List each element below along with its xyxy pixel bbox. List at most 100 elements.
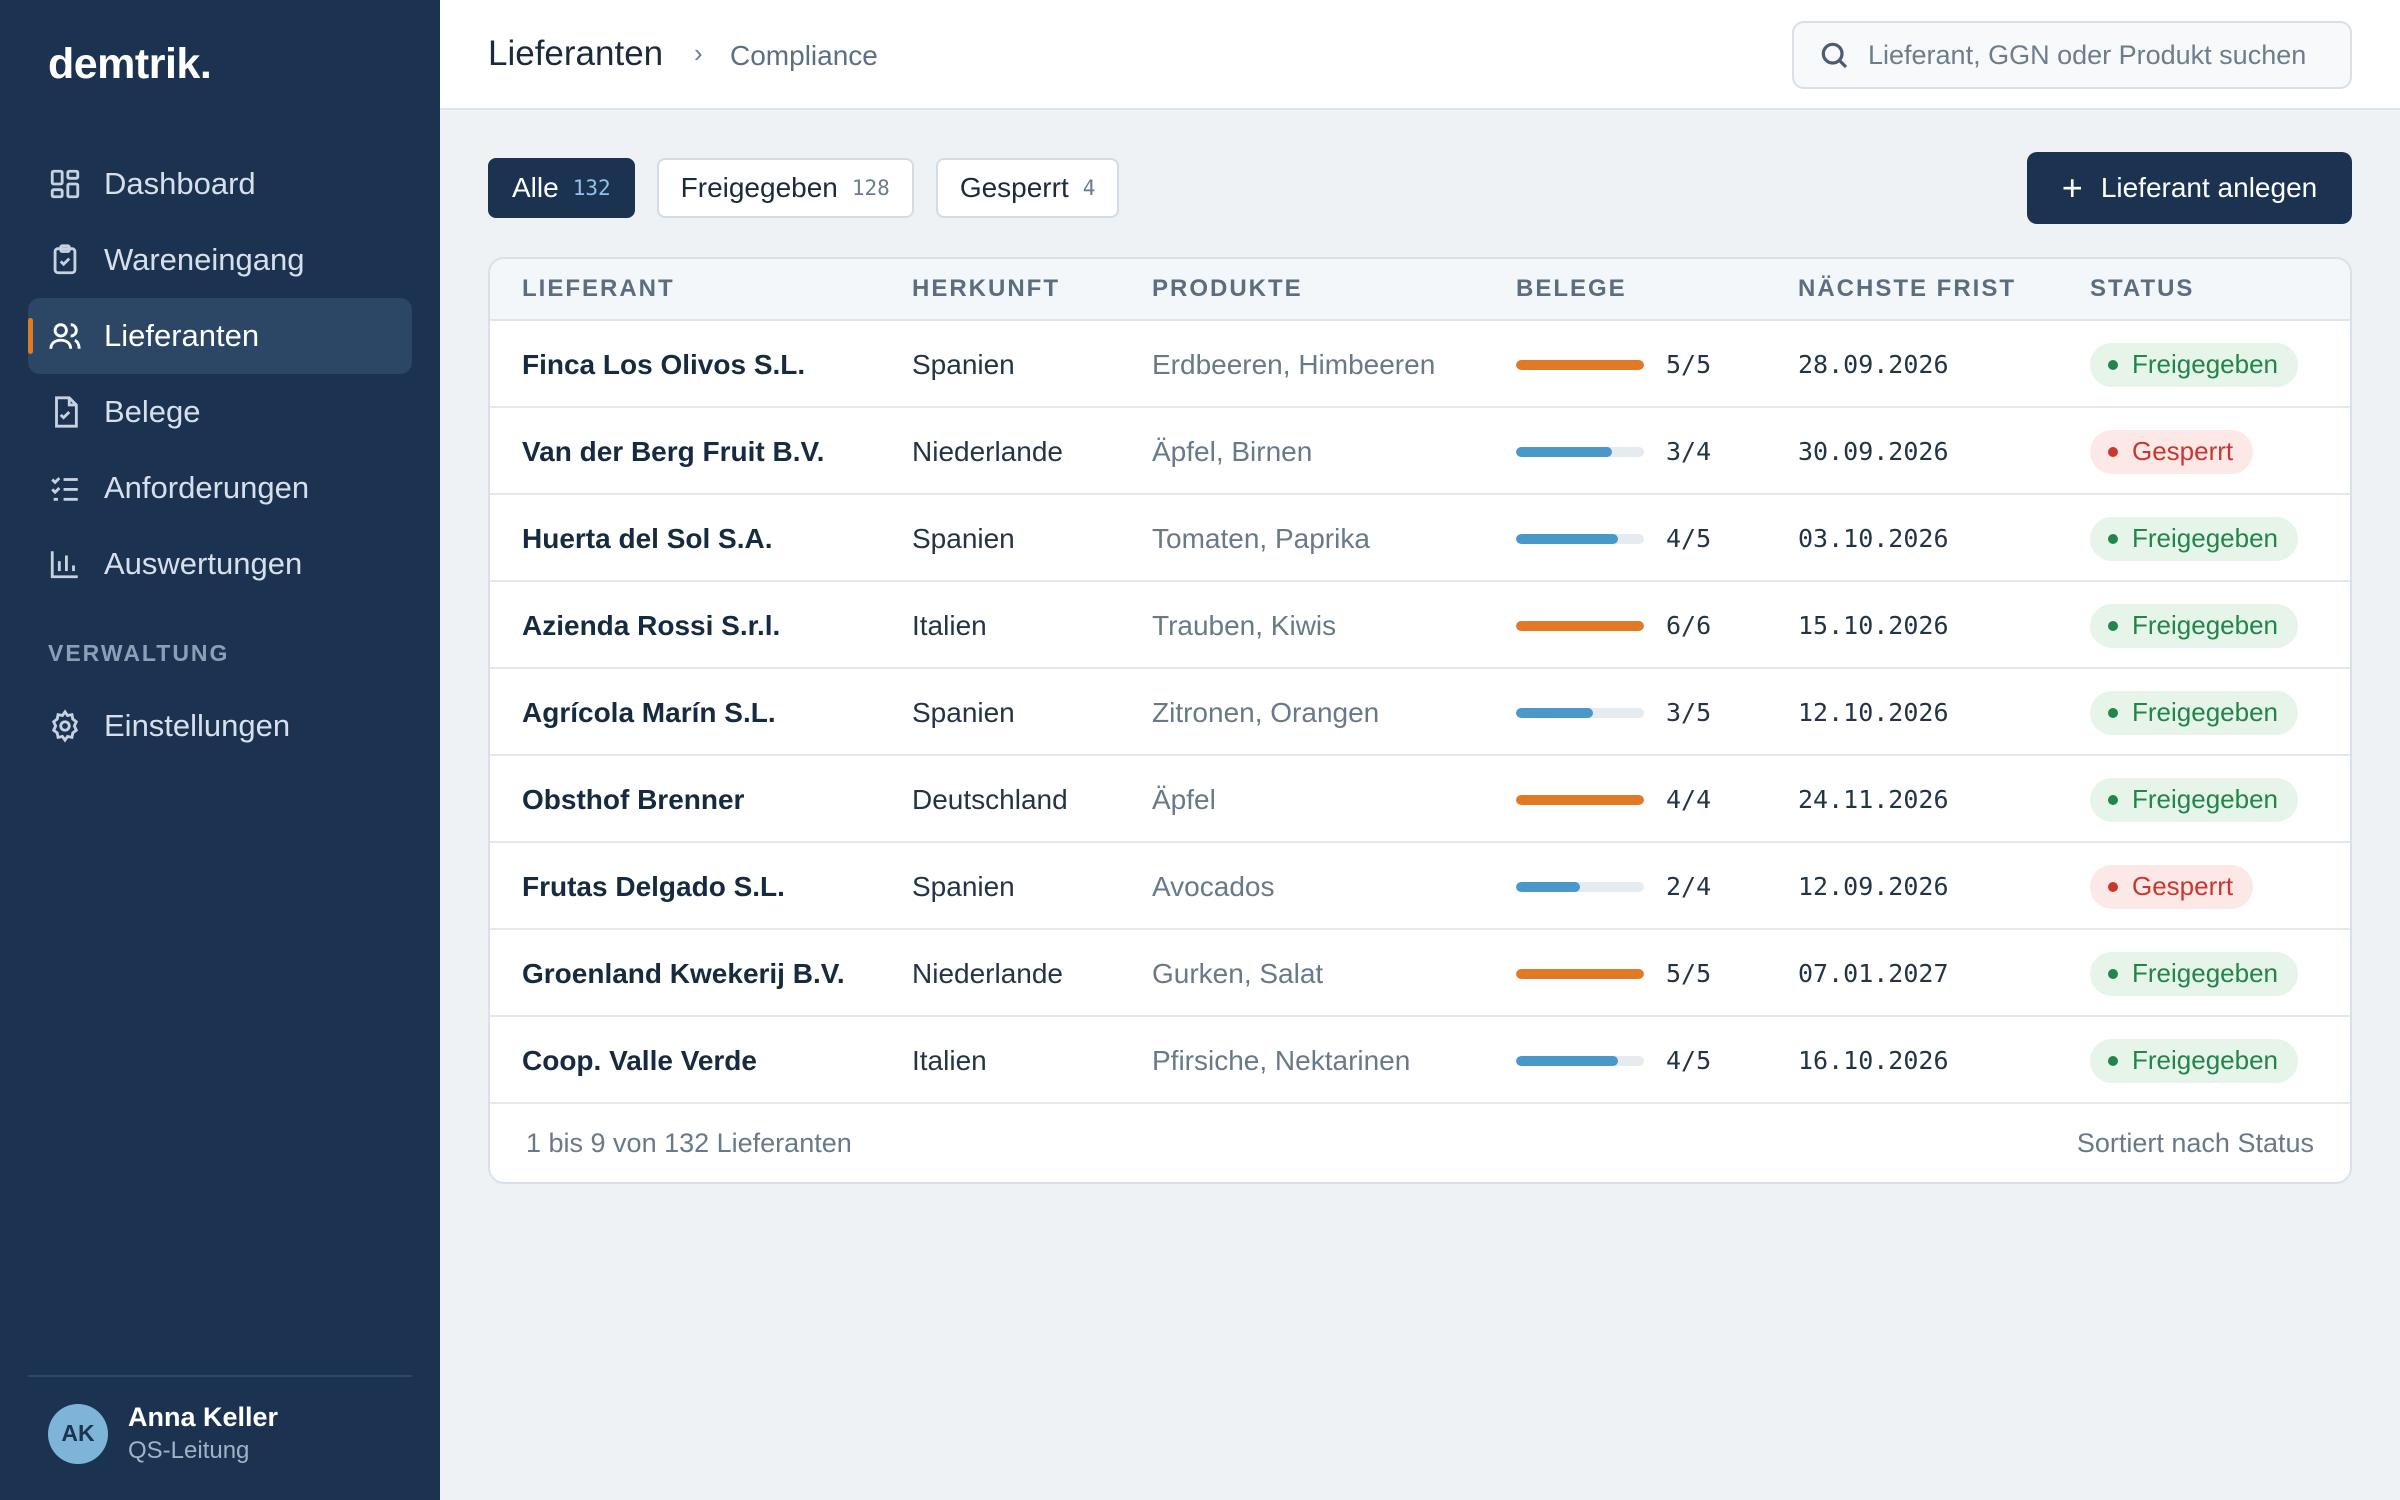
status-label: Freigegeben: [2132, 610, 2278, 640]
next-deadline: 15.10.2026: [1798, 611, 1949, 640]
sidebar-item-auswertungen[interactable]: Auswertungen: [28, 526, 412, 602]
sidebar-item-label: Wareneingang: [104, 242, 305, 277]
section-label-verwaltung: VERWALTUNG: [48, 640, 230, 666]
sort-indicator[interactable]: Sortiert nach Status: [2076, 1128, 2314, 1158]
filter-tabs: Alle 132 Freigegeben 128 Gesperrt 4: [488, 158, 1141, 218]
status-dot-icon: [2108, 533, 2118, 544]
table-row[interactable]: Huerta del Sol S.A. Spanien Tomaten, Papri…: [490, 495, 2350, 582]
supplier-name[interactable]: Van der Berg Fruit B.V.: [522, 435, 825, 467]
add-supplier-button[interactable]: + Lieferant anlegen: [2027, 152, 2352, 224]
column-header-produkte[interactable]: PRODUKTE: [1152, 275, 1303, 302]
sidebar-divider: [28, 1375, 412, 1377]
table-row[interactable]: Agrícola Marín S.L. Spanien Zitronen, Oran…: [490, 669, 2350, 756]
table-row[interactable]: Groenland Kwekerij B.V. Niederlande Gurken…: [490, 930, 2350, 1017]
sidebar-item-belege[interactable]: Belege: [28, 374, 412, 450]
top-bar: Lieferanten › Compliance: [440, 0, 2400, 110]
column-header-lieferant[interactable]: LIEFERANT: [522, 275, 675, 302]
chevron-right-icon: ›: [694, 38, 703, 68]
supplier-origin: Italien: [912, 1044, 987, 1076]
documents-count: 2/4: [1666, 872, 1712, 901]
status-dot-icon: [2108, 968, 2118, 979]
search-input[interactable]: [1868, 39, 2328, 71]
next-deadline: 24.11.2026: [1798, 785, 1949, 814]
sidebar-item-wareneingang[interactable]: Wareneingang: [28, 222, 412, 298]
documents-count: 5/5: [1666, 350, 1712, 379]
column-header-herkunft[interactable]: HERKUNFT: [912, 275, 1060, 302]
add-supplier-label: Lieferant anlegen: [2100, 172, 2318, 203]
progress-bar: [1516, 359, 1644, 370]
status-cell: Freigegeben: [2090, 1017, 2298, 1104]
status-cell: Freigegeben: [2090, 669, 2298, 756]
table-row[interactable]: Coop. Valle Verde Italien Pfirsiche, Nekta…: [490, 1017, 2350, 1104]
next-deadline: 28.09.2026: [1798, 350, 1949, 379]
status-badge: Freigegeben: [2090, 1038, 2298, 1083]
column-header-frist[interactable]: NÄCHSTE FRIST: [1798, 275, 2016, 302]
column-header-status[interactable]: STATUS: [2090, 275, 2195, 302]
supplier-name[interactable]: Frutas Delgado S.L.: [522, 870, 785, 902]
documents-count: 4/5: [1666, 524, 1712, 553]
tab-freigegeben[interactable]: Freigegeben 128: [656, 158, 914, 218]
checklist-icon: [48, 471, 82, 505]
supplier-name[interactable]: Azienda Rossi S.r.l.: [522, 609, 781, 641]
supplier-name[interactable]: Groenland Kwekerij B.V.: [522, 957, 845, 989]
documents-progress: 4/5: [1516, 1017, 1711, 1104]
supplier-name[interactable]: Obsthof Brenner: [522, 783, 745, 815]
pagination-summary: 1 bis 9 von 132 Lieferanten: [526, 1128, 852, 1158]
status-label: Freigegeben: [2132, 958, 2278, 988]
supplier-origin: Deutschland: [912, 783, 1068, 815]
progress-bar-fill: [1516, 359, 1644, 370]
tab-label: Freigegeben: [680, 172, 838, 203]
documents-progress: 4/4: [1516, 756, 1711, 843]
table-header: LIEFERANT HERKUNFT PRODUKTE BELEGE NÄCHS…: [490, 259, 2350, 321]
documents-progress: 6/6: [1516, 582, 1711, 669]
table-body: Finca Los Olivos S.L. Spanien Erdbeeren, H…: [490, 321, 2350, 1104]
tab-label: Alle: [512, 172, 559, 203]
tab-gesperrt[interactable]: Gesperrt 4: [935, 158, 1120, 218]
status-label: Gesperrt: [2132, 436, 2234, 466]
supplier-name[interactable]: Huerta del Sol S.A.: [522, 522, 773, 554]
sidebar-item-lieferanten[interactable]: Lieferanten: [28, 298, 412, 374]
documents-progress: 5/5: [1516, 321, 1711, 408]
table-row[interactable]: Frutas Delgado S.L. Spanien Avocados 2/4 12.…: [490, 843, 2350, 930]
tab-count: 128: [851, 176, 890, 200]
status-cell: Freigegeben: [2090, 321, 2298, 408]
documents-count: 3/5: [1666, 698, 1712, 727]
table-row[interactable]: Finca Los Olivos S.L. Spanien Erdbeeren, H…: [490, 321, 2350, 408]
next-deadline: 03.10.2026: [1798, 524, 1949, 553]
table-row[interactable]: Obsthof Brenner Deutschland Äpfel 4/4 24.11.…: [490, 756, 2350, 843]
app-logo[interactable]: demtrik.: [48, 40, 212, 88]
status-badge: Gesperrt: [2090, 864, 2254, 909]
sidebar-item-dashboard[interactable]: Dashboard: [28, 146, 412, 222]
sidebar-item-label: Lieferanten: [104, 318, 260, 353]
supplier-origin: Italien: [912, 609, 987, 641]
progress-bar: [1516, 446, 1644, 457]
supplier-origin: Spanien: [912, 348, 1015, 380]
progress-bar-fill: [1516, 620, 1644, 631]
status-badge: Freigegeben: [2090, 603, 2298, 648]
table-row[interactable]: Azienda Rossi S.r.l. Italien Trauben, Kiwi…: [490, 582, 2350, 669]
sidebar-item-einstellungen[interactable]: Einstellungen: [28, 688, 412, 764]
status-label: Freigegeben: [2132, 784, 2278, 814]
documents-count: 4/4: [1666, 785, 1712, 814]
documents-count: 4/5: [1666, 1046, 1712, 1075]
breadcrumb-current: Compliance: [730, 40, 878, 71]
page-title[interactable]: Lieferanten: [488, 34, 664, 73]
supplier-products: Äpfel: [1152, 783, 1216, 815]
document-check-icon: [48, 395, 82, 429]
tab-alle[interactable]: Alle 132: [488, 158, 635, 218]
supplier-name[interactable]: Finca Los Olivos S.L.: [522, 348, 806, 380]
sidebar-item-anforderungen[interactable]: Anforderungen: [28, 450, 412, 526]
supplier-products: Gurken, Salat: [1152, 957, 1324, 989]
main-nav: Dashboard Wareneingang Lieferanten Beleg…: [28, 146, 412, 602]
user-profile[interactable]: AK Anna Keller QS-Leitung: [48, 1402, 278, 1465]
column-header-belege[interactable]: BELEGE: [1516, 275, 1627, 302]
table-row[interactable]: Van der Berg Fruit B.V. Niederlande Äpfel,…: [490, 408, 2350, 495]
status-badge: Freigegeben: [2090, 777, 2298, 822]
supplier-name[interactable]: Agrícola Marín S.L.: [522, 696, 776, 728]
supplier-products: Äpfel, Birnen: [1152, 435, 1313, 467]
dashboard-icon: [48, 167, 82, 201]
supplier-name[interactable]: Coop. Valle Verde: [522, 1044, 757, 1076]
bar-chart-icon: [48, 547, 82, 581]
progress-bar-fill: [1516, 881, 1580, 892]
search-box[interactable]: [1792, 21, 2352, 89]
